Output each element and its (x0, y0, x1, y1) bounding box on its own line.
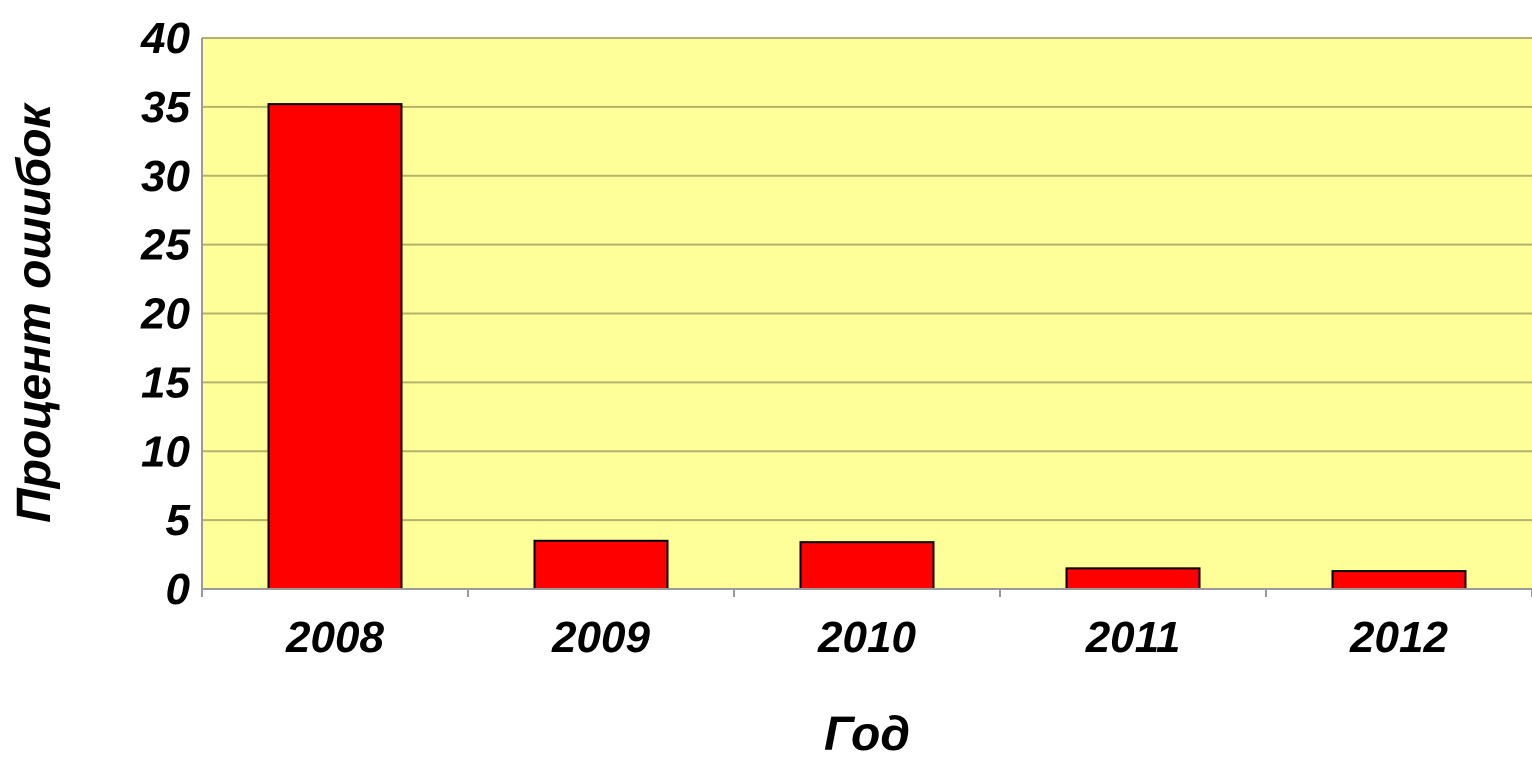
y-tick-label: 0 (166, 565, 191, 614)
x-tick-label: 2010 (817, 613, 916, 662)
y-tick-label: 25 (140, 221, 190, 270)
x-tick-label: 2008 (285, 613, 384, 662)
x-tick-label: 2009 (551, 613, 650, 662)
bars (267, 103, 1467, 591)
gridlines (202, 37, 1532, 522)
axes (201, 38, 1532, 597)
bar-2008 (267, 103, 403, 591)
y-tick-label: 5 (166, 496, 191, 545)
y-tick-label: 15 (141, 358, 190, 407)
y-tick-label: 35 (141, 83, 190, 132)
x-tick-label: 2011 (1085, 613, 1181, 662)
y-tick-label: 30 (141, 152, 190, 201)
y-axis-title: Процент ошибок (8, 101, 61, 522)
bar-2010 (799, 541, 935, 590)
x-tick-labels: 2008 2009 2010 2011 2012 (285, 613, 1448, 662)
y-tick-label: 40 (140, 14, 190, 63)
y-tick-label: 20 (140, 290, 190, 339)
bar-2009 (533, 539, 669, 590)
bar-2011 (1065, 567, 1201, 591)
bar-2012 (1331, 570, 1467, 591)
x-axis-title: Год (824, 708, 910, 758)
y-tick-labels: 0 5 10 15 20 25 30 35 40 (140, 14, 190, 614)
y-tick-label: 10 (141, 427, 190, 476)
x-tick-label: 2012 (1349, 613, 1448, 662)
